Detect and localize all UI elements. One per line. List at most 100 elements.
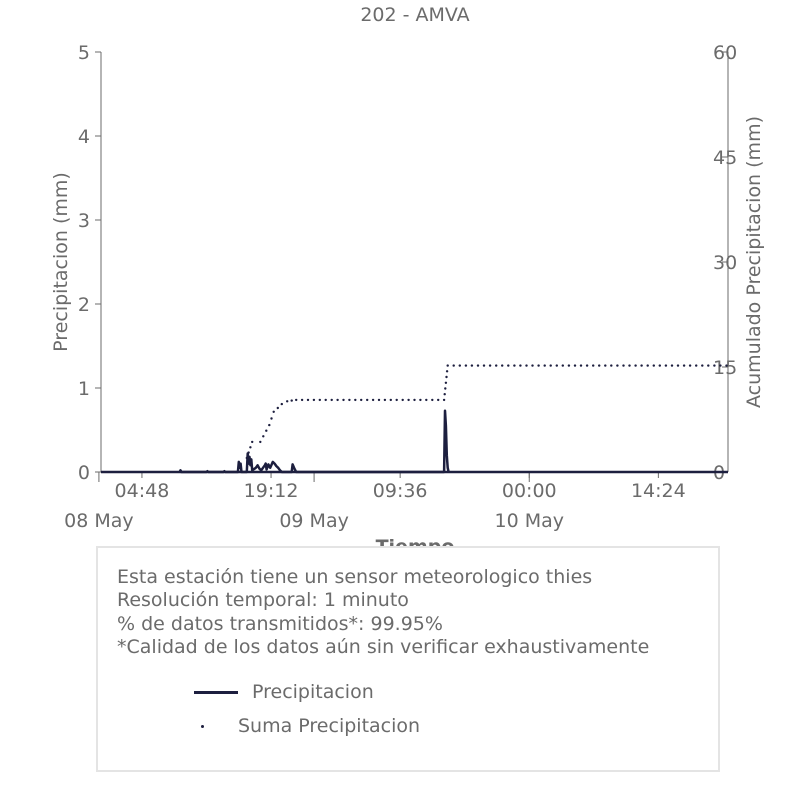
sum-precip-point [688, 364, 692, 367]
sum-precip-point [646, 364, 649, 367]
x-axis-ticks: 04:48 19:12 09:36 00:00 14:24 08 May 09 May 10 … [64, 472, 686, 532]
sum-precip-point [312, 398, 316, 402]
info-sensor-text: Esta estación tiene un sensor meteorolog… [117, 566, 593, 588]
sum-precip-point [300, 398, 304, 402]
x-tick-date-label: 08 May [64, 510, 134, 532]
sum-precip-point [664, 364, 668, 367]
x-tick-date-label: 10 May [495, 510, 565, 532]
legend-precip-label: Precipitacion [252, 681, 374, 703]
right-tick-label: 45 [713, 147, 737, 169]
sum-precip-point [251, 440, 254, 444]
sum-precip-point [245, 456, 248, 460]
sum-precip-point [452, 364, 455, 367]
sum-precip-point [682, 364, 686, 367]
sum-precip-point [507, 364, 510, 367]
sum-precip-point [445, 370, 449, 373]
sum-precip-point [444, 381, 448, 384]
sum-precip-point [579, 364, 583, 367]
sum-precip-point [437, 398, 440, 402]
legend-precip: Precipitacion [194, 681, 374, 703]
sum-precip-point [377, 398, 381, 402]
x-tick-time-label: 09:36 [373, 480, 428, 502]
left-axis-ticks: 0 1 2 3 4 5 [78, 42, 101, 484]
right-axis-ticks: 015304560 [713, 42, 737, 484]
legend-line-swatch [194, 690, 238, 694]
sum-precip-point [272, 410, 275, 413]
sum-precip-point [658, 364, 661, 367]
sum-precip-point [407, 398, 410, 402]
sum-precip-point [443, 393, 446, 396]
sum-precip-point [306, 398, 310, 402]
info-transmitted-text: % de datos transmitidos*: 99.95% [117, 612, 443, 635]
sum-precip-point [622, 364, 625, 367]
sum-precip-point [495, 364, 498, 367]
sum-precip-point [592, 364, 595, 367]
sum-precip-point [354, 398, 357, 402]
sum-precip-point [444, 387, 447, 390]
sum-precip-point [470, 364, 474, 367]
sum-precip-point [488, 364, 492, 367]
sum-precip-point [446, 364, 449, 367]
sum-precip-point [713, 364, 716, 367]
left-tick-label: 5 [78, 42, 90, 64]
sum-precip-point [573, 364, 577, 367]
sum-precip-point [348, 398, 351, 402]
right-tick-label: 30 [713, 252, 737, 274]
sum-precip-point [318, 398, 321, 402]
sum-precip-point [476, 364, 480, 367]
left-tick-label: 1 [78, 378, 90, 400]
sum-precip-point [270, 417, 273, 420]
sum-precip-point [419, 398, 422, 402]
sum-precip-point [725, 364, 728, 367]
x-tick-time-label: 14:24 [631, 480, 686, 502]
sum-precip-point [330, 398, 333, 402]
left-tick-label: 4 [78, 126, 90, 148]
info-quality-note: *Calidad de los datos aún sin verificar … [117, 635, 650, 658]
right-tick-label: 60 [713, 42, 737, 64]
sum-precip-point [628, 364, 631, 367]
sum-precip-point [616, 364, 619, 367]
sum-precip-point [389, 398, 392, 402]
sum-precip-point [280, 402, 283, 406]
sum-precip-point [268, 423, 271, 427]
sum-precip-point [383, 398, 387, 402]
info-panel: Esta estación tiene un sensor meteorolog… [96, 546, 720, 772]
sum-precip-point [276, 406, 279, 410]
sum-precip-point [482, 364, 486, 367]
sum-precip-point [561, 364, 564, 367]
sum-precip-point [249, 446, 252, 449]
sum-precip-point [265, 429, 268, 432]
sum-precip-point [525, 364, 528, 367]
sum-precip-point [610, 364, 613, 367]
sum-precip-point [695, 364, 698, 367]
sum-precip-point [431, 398, 434, 402]
sum-precip-point [598, 364, 601, 367]
sum-precip-point [464, 364, 468, 367]
sum-precip-point [401, 398, 404, 402]
sum-precip-point [549, 364, 552, 367]
sum-precip-point [567, 364, 571, 367]
sum-precip-point [458, 364, 461, 367]
sum-precip-point [604, 364, 607, 367]
legend-dot-swatch [201, 724, 204, 728]
sum-precip-point [537, 364, 540, 367]
sum-precip-point [501, 364, 504, 367]
sum-precip-point [519, 364, 522, 367]
x-tick-time-label: 19:12 [244, 480, 299, 502]
y-axis-label: Precipitacion (mm) [50, 172, 72, 352]
sum-precip-point [371, 398, 375, 402]
sum-precip-point [555, 364, 558, 367]
sum-precip-point [543, 364, 546, 367]
sum-precip-point [295, 398, 298, 402]
sum-precip-point [670, 364, 674, 367]
sum-precip-point [342, 398, 345, 402]
sum-precip-point [425, 398, 428, 402]
y2-axis-label: Acumulado Precipitacion (mm) [743, 116, 765, 408]
left-tick-label: 3 [78, 210, 90, 232]
right-tick-label: 15 [713, 357, 737, 379]
left-tick-label: 2 [78, 294, 90, 316]
left-tick-label: 0 [78, 462, 90, 484]
series-layer [101, 364, 728, 474]
sum-precip-point [366, 398, 369, 402]
